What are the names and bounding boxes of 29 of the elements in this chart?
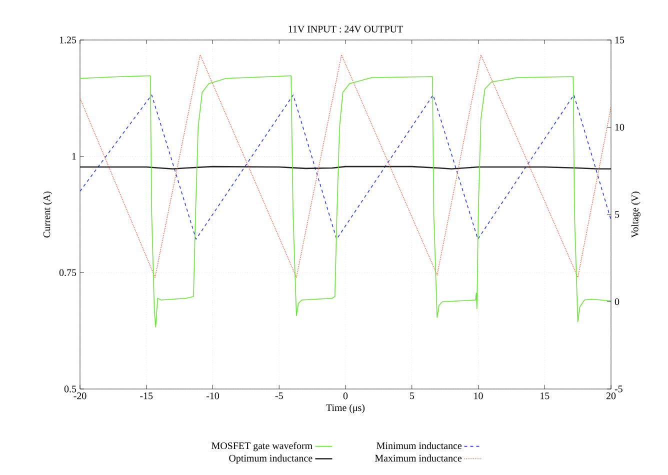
x-tick-label: -10 — [206, 392, 220, 400]
y2-tick-label: 5 — [615, 211, 620, 218]
x-tick-label: 5 — [410, 392, 414, 400]
x-tick-label: -15 — [140, 392, 153, 400]
legend-label: Maximum inductance — [375, 454, 462, 462]
legend-label: Minimum inductance — [376, 442, 462, 450]
x-tick-label: 20 — [606, 392, 616, 400]
x-axis-title: Time (μs) — [326, 404, 365, 414]
y-tick-label: 1 — [72, 153, 76, 160]
line-series — [80, 94, 612, 240]
y2-tick-label: -5 — [614, 386, 622, 392]
line-series — [80, 54, 612, 278]
y-tick-label: 1.25 — [60, 36, 76, 44]
x-tick-label: -20 — [74, 392, 86, 400]
x-tick-label: 0 — [343, 392, 348, 400]
y-tick-label: 0.5 — [64, 386, 76, 392]
y-tick-label: 0.75 — [59, 269, 76, 276]
x-tick-label: -5 — [275, 392, 283, 400]
chart-title: 11V INPUT : 24V OUTPUT — [288, 26, 403, 32]
x-tick-label: 15 — [540, 392, 550, 400]
y2-axis-title: Voltage (V) — [631, 192, 640, 238]
y2-tick-label: 0 — [614, 298, 620, 306]
y2-tick-label: 10 — [615, 124, 624, 131]
line-series — [80, 75, 612, 328]
legend-label: MOSFET gate waveform — [212, 442, 312, 452]
y-axis-title: Current (A) — [43, 192, 52, 238]
x-tick-label: 10 — [474, 392, 483, 400]
legend-label: Optimum inductance — [229, 454, 312, 464]
y2-tick-label: 15 — [615, 36, 624, 44]
